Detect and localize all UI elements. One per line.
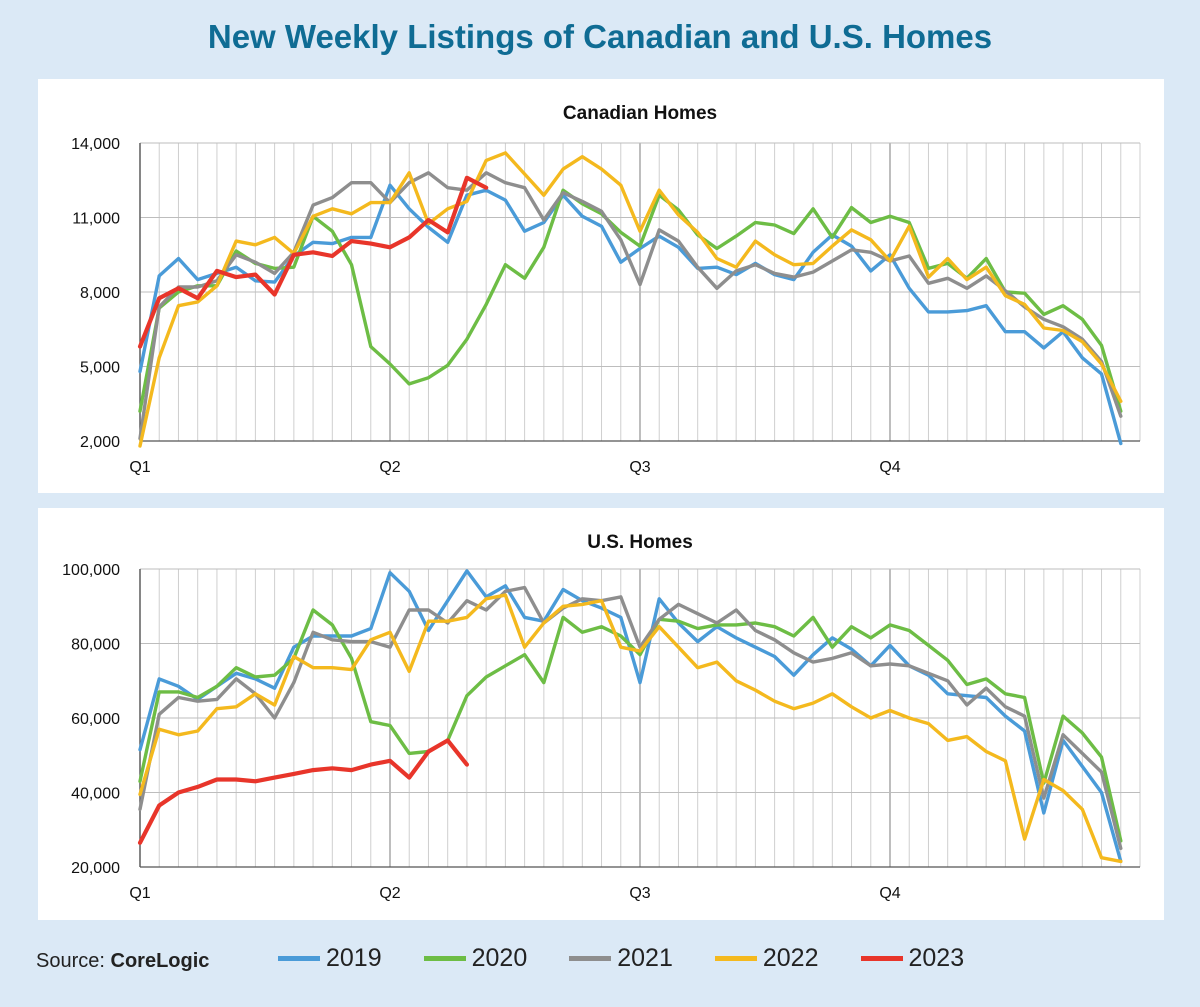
canadian-series-line-2023 bbox=[137, 175, 489, 349]
y-tick-label: 11,000 bbox=[72, 211, 120, 228]
y-tick-label: 8,000 bbox=[80, 285, 120, 302]
y-tick-label: 5,000 bbox=[80, 360, 120, 377]
x-tick-label: Q1 bbox=[129, 459, 150, 476]
legend-swatch-2023 bbox=[860, 955, 903, 961]
legend-swatch-2021 bbox=[569, 955, 612, 961]
legend-label-2023: 2023 bbox=[908, 943, 965, 972]
legend-item-2023: 2023 bbox=[860, 943, 965, 973]
canadian-homes-chart: Canadian Homes 2,000 5,000 8,000 11,000 14,00… bbox=[71, 103, 1141, 476]
x-tick-label: Q4 bbox=[879, 459, 900, 476]
source-name: CoreLogic bbox=[110, 950, 210, 972]
us-series-line-2021 bbox=[138, 585, 1123, 851]
us-series-line-2023 bbox=[137, 738, 469, 845]
legend-item-2022: 2022 bbox=[714, 943, 819, 973]
legend-label-2021: 2021 bbox=[617, 943, 673, 972]
canadian-series-line-2019 bbox=[138, 183, 1123, 446]
x-tick-label: Q2 bbox=[379, 459, 400, 476]
y-tick-label: 100,000 bbox=[62, 562, 120, 579]
canadian-series-line-2020 bbox=[138, 188, 1123, 413]
legend-item-2020: 2020 bbox=[423, 943, 528, 973]
legend: 2019 2020 2021 2022 2023 bbox=[278, 942, 1006, 974]
source-note: Source: CoreLogic bbox=[36, 950, 209, 973]
main-title: New Weekly Listings of Canadian and U.S.… bbox=[207, 18, 993, 55]
legend-label-2022: 2022 bbox=[762, 943, 819, 972]
x-tick-label: Q1 bbox=[129, 885, 150, 902]
canadian-homes-panel: Canadian Homes 2,000 5,000 8,000 11,000 14,00… bbox=[38, 79, 1164, 493]
y-tick-label: 60,000 bbox=[71, 711, 120, 728]
y-tick-label: 40,000 bbox=[71, 786, 120, 803]
us-homes-panel: U.S. Homes 20,000 40,000 60,000 80,000 100,00… bbox=[38, 508, 1164, 920]
legend-swatch-2019 bbox=[278, 955, 320, 961]
y-tick-label: 14,000 bbox=[71, 136, 120, 153]
x-tick-label: Q3 bbox=[629, 459, 650, 476]
y-tick-label: 2,000 bbox=[80, 434, 120, 451]
us-homes-chart: U.S. Homes 20,000 40,000 60,000 80,000 100,00… bbox=[62, 532, 1141, 902]
y-tick-label: 20,000 bbox=[71, 860, 120, 877]
legend-label-2020: 2020 bbox=[471, 943, 528, 972]
canadian-chart-title: Canadian Homes bbox=[563, 103, 717, 124]
legend-label-2019: 2019 bbox=[326, 943, 382, 972]
y-tick-label: 80,000 bbox=[71, 637, 120, 654]
legend-item-2019: 2019 bbox=[278, 944, 382, 973]
legend-swatch-2022 bbox=[714, 955, 757, 961]
canadian-series-line-2021 bbox=[138, 171, 1123, 441]
us-series-line-2022 bbox=[138, 593, 1123, 864]
source-label: Source: bbox=[36, 950, 105, 972]
us-series-line-2019 bbox=[138, 569, 1123, 864]
us-chart-title: U.S. Homes bbox=[587, 532, 693, 553]
canadian-series-line-2022 bbox=[138, 151, 1123, 448]
x-tick-label: Q2 bbox=[379, 885, 400, 902]
us-series-line-2020 bbox=[138, 608, 1123, 843]
x-tick-label: Q4 bbox=[879, 885, 900, 902]
legend-item-2021: 2021 bbox=[569, 944, 673, 973]
x-tick-label: Q3 bbox=[629, 885, 650, 902]
legend-swatch-2020 bbox=[423, 955, 466, 961]
